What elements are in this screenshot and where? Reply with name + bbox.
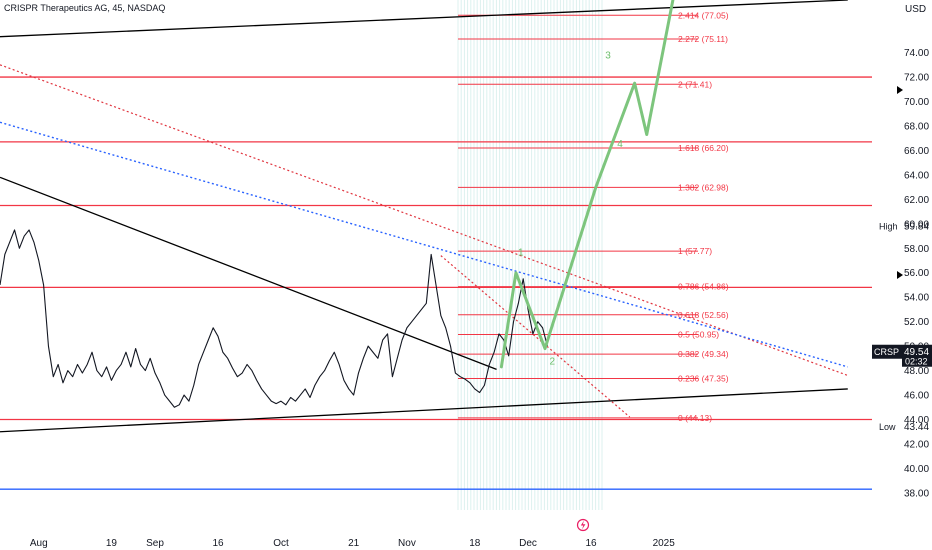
time-tick-label: Dec bbox=[519, 538, 537, 549]
price-tick-label: 46.00 bbox=[904, 391, 929, 402]
bar-countdown: 02:32 bbox=[905, 357, 928, 367]
price-tick-label: 38.00 bbox=[904, 488, 929, 499]
price-tick-label: 60.00 bbox=[904, 219, 929, 230]
price-series bbox=[0, 229, 548, 408]
wave-projection: 1 2 3 4 bbox=[499, 0, 675, 369]
fib-label: 2 (71.41) bbox=[678, 79, 712, 89]
price-axis[interactable]: 38.0040.0042.0044.0046.0048.0050.0052.00… bbox=[904, 48, 929, 499]
high-value: 59.84 bbox=[904, 221, 929, 232]
price-tick-label: 56.00 bbox=[904, 268, 929, 279]
fib-label: 0.618 (52.56) bbox=[678, 310, 729, 320]
time-tick-label: 16 bbox=[212, 538, 224, 549]
fib-label: 1 (57.77) bbox=[678, 246, 712, 256]
arrow-right-icon[interactable] bbox=[897, 86, 903, 94]
red-dotted-short-trendline bbox=[440, 255, 631, 418]
price-tick-label: 72.00 bbox=[904, 73, 929, 84]
fib-label: 1.382 (62.98) bbox=[678, 182, 729, 192]
fib-label: 0 (44.13) bbox=[678, 413, 712, 423]
red-dotted-downtrend-trendline bbox=[0, 64, 848, 377]
fib-label: 2.272 (75.11) bbox=[678, 34, 728, 44]
price-line bbox=[0, 229, 548, 408]
price-tick-label: 42.00 bbox=[904, 439, 929, 450]
price-tick-label: 58.00 bbox=[904, 244, 929, 255]
price-tick-label: 54.00 bbox=[904, 293, 929, 304]
fib-label: 0.236 (47.35) bbox=[678, 374, 729, 384]
time-axis[interactable]: Aug 19 Sep 16 Oct 21 Nov 18 Dec 16 2025 bbox=[30, 538, 675, 549]
fib-levels: 0 (44.13) 0.236 (47.35) 0.382 (49.34) 0.5 (… bbox=[458, 10, 729, 423]
high-label: High bbox=[879, 221, 898, 231]
session-bands bbox=[457, 0, 603, 510]
price-tick-label: 48.00 bbox=[904, 366, 929, 377]
currency-label: USD bbox=[905, 4, 926, 15]
fib-label: 0.5 (50.95) bbox=[678, 329, 719, 339]
low-value: 43.44 bbox=[904, 422, 929, 433]
wave-label: 3 bbox=[605, 51, 611, 62]
price-tick-label: 52.00 bbox=[904, 317, 929, 328]
trendlines bbox=[0, 0, 848, 433]
price-tick-label: 44.00 bbox=[904, 415, 929, 426]
wave-label: 4 bbox=[617, 139, 623, 150]
price-tick-label: 70.00 bbox=[904, 97, 929, 108]
wave-label: 1 bbox=[518, 248, 524, 259]
price-tick-label: 62.00 bbox=[904, 195, 929, 206]
time-tick-label: Sep bbox=[146, 538, 164, 549]
current-symbol-tag bbox=[872, 344, 902, 359]
low-label: Low bbox=[879, 422, 896, 432]
lightning-icon[interactable] bbox=[576, 518, 590, 532]
upper-channel-trendline bbox=[0, 0, 848, 38]
time-tick-label: 2025 bbox=[653, 538, 676, 549]
blue-dotted-downtrend-trendline bbox=[0, 121, 848, 368]
fib-label: 0.786 (54.86) bbox=[678, 282, 729, 292]
price-tick-label: 74.00 bbox=[904, 48, 929, 59]
time-tick-label: 19 bbox=[106, 538, 118, 549]
fib-label: 2.414 (77.05) bbox=[678, 10, 729, 20]
wave-path bbox=[499, 0, 675, 369]
time-tick-label: 16 bbox=[585, 538, 597, 549]
current-symbol-label: CRSP bbox=[874, 347, 899, 357]
current-price-value: 49.54 bbox=[904, 347, 929, 358]
price-tick-label: 68.00 bbox=[904, 121, 929, 132]
time-tick-label: 18 bbox=[469, 538, 481, 549]
fib-label: 0.382 (49.34) bbox=[678, 349, 729, 359]
time-tick-label: Oct bbox=[273, 538, 289, 549]
current-price-tag bbox=[902, 344, 932, 367]
fib-label: 1.618 (66.20) bbox=[678, 143, 729, 153]
time-tick-label: 21 bbox=[348, 538, 360, 549]
price-tick-label: 40.00 bbox=[904, 464, 929, 475]
price-tick-label: 64.00 bbox=[904, 170, 929, 181]
price-tick-label: 66.00 bbox=[904, 146, 929, 157]
arrow-right-icon[interactable] bbox=[897, 271, 903, 279]
descending-resistance-trendline bbox=[0, 176, 497, 370]
time-tick-label: Nov bbox=[398, 538, 416, 549]
wave-label: 2 bbox=[549, 356, 555, 367]
lower-channel-trendline bbox=[0, 388, 848, 433]
chart-title: CRISPR Therapeutics AG, 45, NASDAQ bbox=[4, 3, 165, 13]
time-tick-label: Aug bbox=[30, 538, 48, 549]
